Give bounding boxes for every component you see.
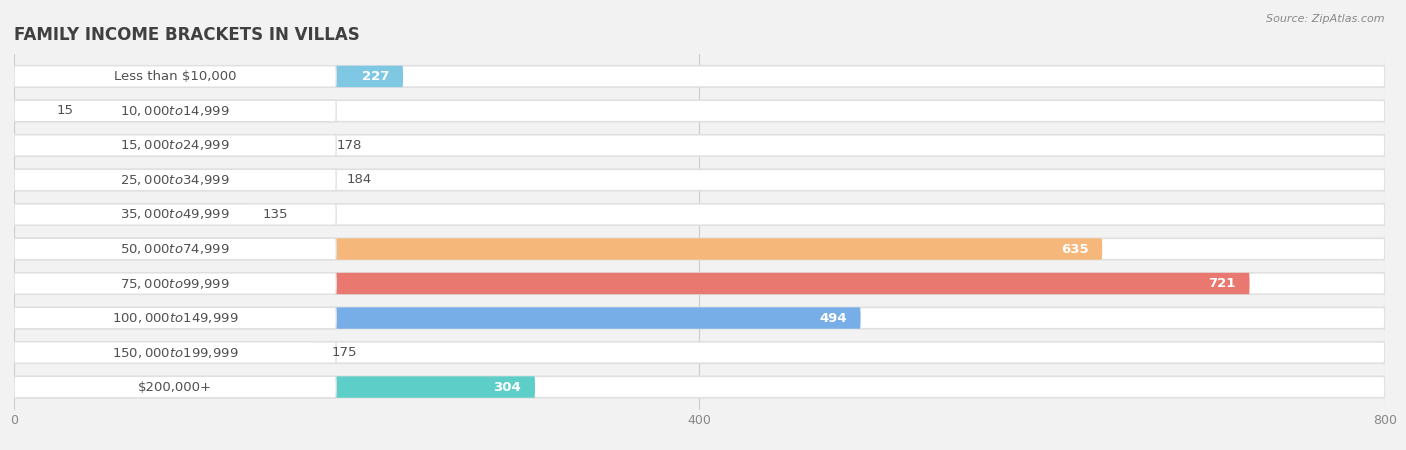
FancyBboxPatch shape [14, 238, 1385, 260]
FancyBboxPatch shape [14, 307, 336, 329]
FancyBboxPatch shape [14, 135, 336, 156]
Text: $200,000+: $200,000+ [138, 381, 212, 394]
FancyBboxPatch shape [14, 273, 336, 294]
Text: 721: 721 [1208, 277, 1236, 290]
Text: $150,000 to $199,999: $150,000 to $199,999 [112, 346, 239, 360]
FancyBboxPatch shape [14, 342, 314, 363]
Text: $50,000 to $74,999: $50,000 to $74,999 [121, 242, 231, 256]
FancyBboxPatch shape [14, 204, 1385, 225]
FancyBboxPatch shape [14, 66, 404, 87]
Text: 15: 15 [56, 104, 75, 117]
FancyBboxPatch shape [14, 169, 336, 191]
FancyBboxPatch shape [14, 273, 1250, 294]
Text: $35,000 to $49,999: $35,000 to $49,999 [121, 207, 231, 221]
Text: FAMILY INCOME BRACKETS IN VILLAS: FAMILY INCOME BRACKETS IN VILLAS [14, 26, 360, 44]
FancyBboxPatch shape [14, 307, 860, 329]
Text: 635: 635 [1062, 243, 1088, 256]
Text: 304: 304 [494, 381, 522, 394]
Text: 135: 135 [263, 208, 288, 221]
FancyBboxPatch shape [14, 100, 39, 122]
FancyBboxPatch shape [14, 100, 336, 122]
Text: $75,000 to $99,999: $75,000 to $99,999 [121, 276, 231, 291]
Text: 175: 175 [330, 346, 357, 359]
Text: 227: 227 [361, 70, 389, 83]
FancyBboxPatch shape [14, 66, 336, 87]
Text: 494: 494 [820, 311, 846, 324]
FancyBboxPatch shape [14, 342, 1385, 363]
FancyBboxPatch shape [14, 342, 336, 363]
Text: Source: ZipAtlas.com: Source: ZipAtlas.com [1267, 14, 1385, 23]
Text: $15,000 to $24,999: $15,000 to $24,999 [121, 139, 231, 153]
Text: $100,000 to $149,999: $100,000 to $149,999 [112, 311, 239, 325]
FancyBboxPatch shape [14, 169, 329, 191]
FancyBboxPatch shape [14, 376, 534, 398]
FancyBboxPatch shape [14, 135, 319, 156]
Text: $25,000 to $34,999: $25,000 to $34,999 [121, 173, 231, 187]
FancyBboxPatch shape [14, 204, 336, 225]
FancyBboxPatch shape [14, 307, 1385, 329]
FancyBboxPatch shape [14, 238, 336, 260]
FancyBboxPatch shape [14, 169, 1385, 191]
FancyBboxPatch shape [14, 204, 246, 225]
FancyBboxPatch shape [14, 100, 1385, 122]
Text: 184: 184 [346, 174, 371, 186]
Text: $10,000 to $14,999: $10,000 to $14,999 [121, 104, 231, 118]
FancyBboxPatch shape [14, 238, 1102, 260]
FancyBboxPatch shape [14, 376, 1385, 398]
FancyBboxPatch shape [14, 273, 1385, 294]
Text: 178: 178 [336, 139, 361, 152]
FancyBboxPatch shape [14, 135, 1385, 156]
FancyBboxPatch shape [14, 376, 336, 398]
FancyBboxPatch shape [14, 66, 1385, 87]
Text: Less than $10,000: Less than $10,000 [114, 70, 236, 83]
